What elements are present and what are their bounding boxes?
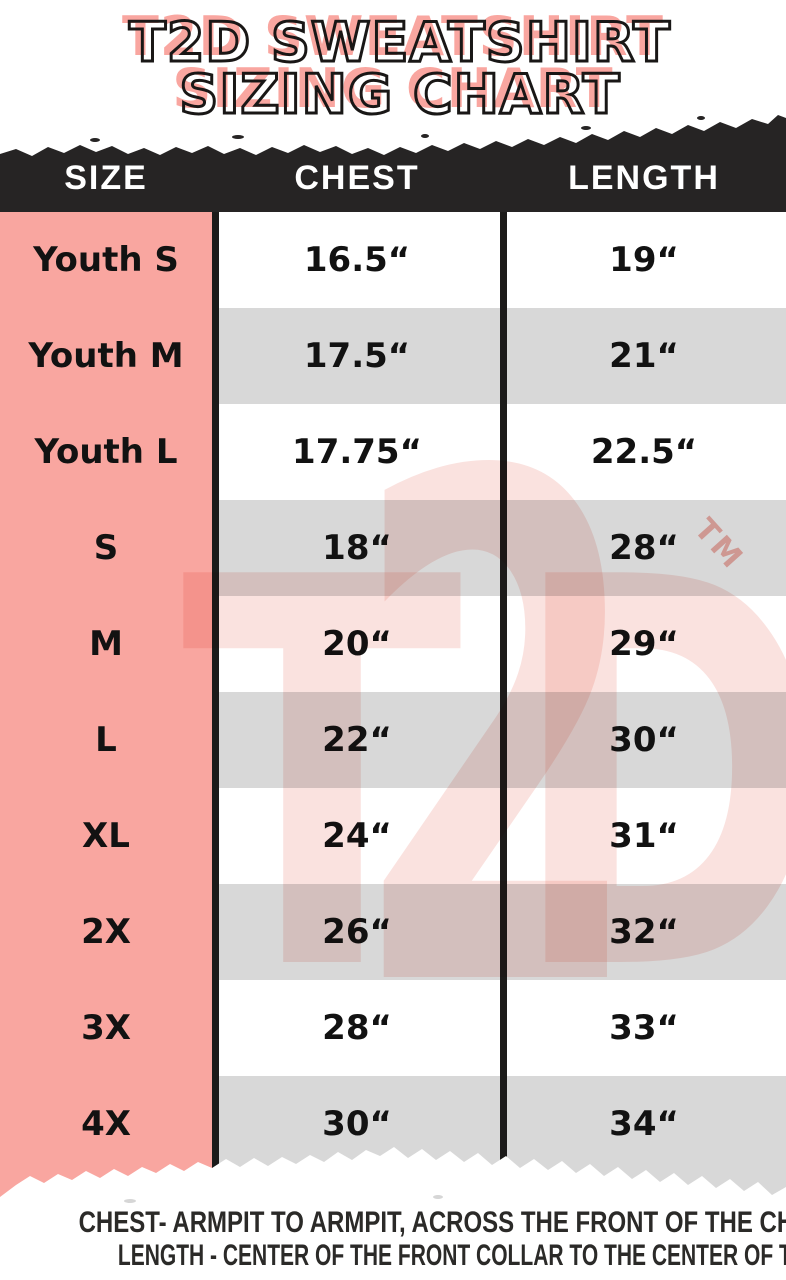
length-note: LENGTH - CENTER OF THE FRONT COLLAR TO T… [117,1239,786,1272]
column-header-size: SIZE [64,158,148,197]
length-value: 31“ [609,816,679,856]
length-value: 29“ [609,624,679,664]
size-label: 3X [81,1008,131,1048]
table-row: Youth L 17.75“ 22.5“ [0,404,786,500]
table-row: L 22“ 30“ [0,692,786,788]
size-label: S [93,528,119,568]
chest-value: 22“ [322,720,392,760]
size-label: L [95,720,117,760]
size-label: 4X [81,1104,131,1144]
chest-value: 17.75“ [292,432,422,472]
chest-value: 28“ [322,1008,392,1048]
measurement-notes: CHEST- ARMPIT TO ARMPIT, ACROSS THE FRON… [0,1206,786,1272]
table-row: M 20“ 29“ [0,596,786,692]
length-value: 32“ [609,912,679,952]
chest-value: 20“ [322,624,392,664]
length-value: 33“ [609,1008,679,1048]
title-line-2: SIZING CHART SIZING CHART [0,57,786,124]
chest-value: 24“ [322,816,392,856]
column-header-chest: CHEST [294,158,420,197]
length-value: 34“ [609,1104,679,1144]
table-row: 4X 30“ 34“ [0,1076,786,1172]
length-value: 19“ [609,240,679,280]
size-label: Youth S [33,240,179,280]
title-line-1: T2D SWEATSHIRT T2D SWEATSHIRT [0,5,786,72]
chest-value: 30“ [322,1104,392,1144]
column-divider [212,212,219,1197]
length-value: 28“ [609,528,679,568]
title-line-2-outline: SIZING CHART [178,63,621,126]
size-label: XL [82,816,130,856]
table-row: Youth M 17.5“ 21“ [0,308,786,404]
title-line-1-outline: T2D SWEATSHIRT [128,11,672,74]
length-value: 21“ [609,336,679,376]
table-row: 3X 28“ 33“ [0,980,786,1076]
size-label: Youth M [28,336,184,376]
size-label: 2X [81,912,131,952]
length-value: 22.5“ [590,432,698,472]
size-label: M [89,624,123,664]
chest-value: 18“ [322,528,392,568]
size-label: Youth L [34,432,178,472]
chest-note: CHEST- ARMPIT TO ARMPIT, ACROSS THE FRON… [78,1206,786,1239]
column-header-length: LENGTH [568,158,720,197]
table-row: Youth S 16.5“ 19“ [0,212,786,308]
size-table-body: Youth S 16.5“ 19“ Youth M 17.5“ 21“ Yout… [0,212,786,1197]
table-row: XL 24“ 31“ [0,788,786,884]
chest-value: 16.5“ [303,240,411,280]
size-rows: Youth S 16.5“ 19“ Youth M 17.5“ 21“ Yout… [0,212,786,1172]
column-divider [500,212,507,1197]
table-row: S 18“ 28“ [0,500,786,596]
chest-value: 17.5“ [303,336,411,376]
chest-value: 26“ [322,912,392,952]
title-line-1-fill: T2D SWEATSHIRT [122,5,664,68]
page-title: T2D SWEATSHIRT T2D SWEATSHIRT SIZING CHA… [0,5,786,124]
title-line-2-fill: SIZING CHART [172,57,614,120]
table-row: 2X 26“ 32“ [0,884,786,980]
length-value: 30“ [609,720,679,760]
